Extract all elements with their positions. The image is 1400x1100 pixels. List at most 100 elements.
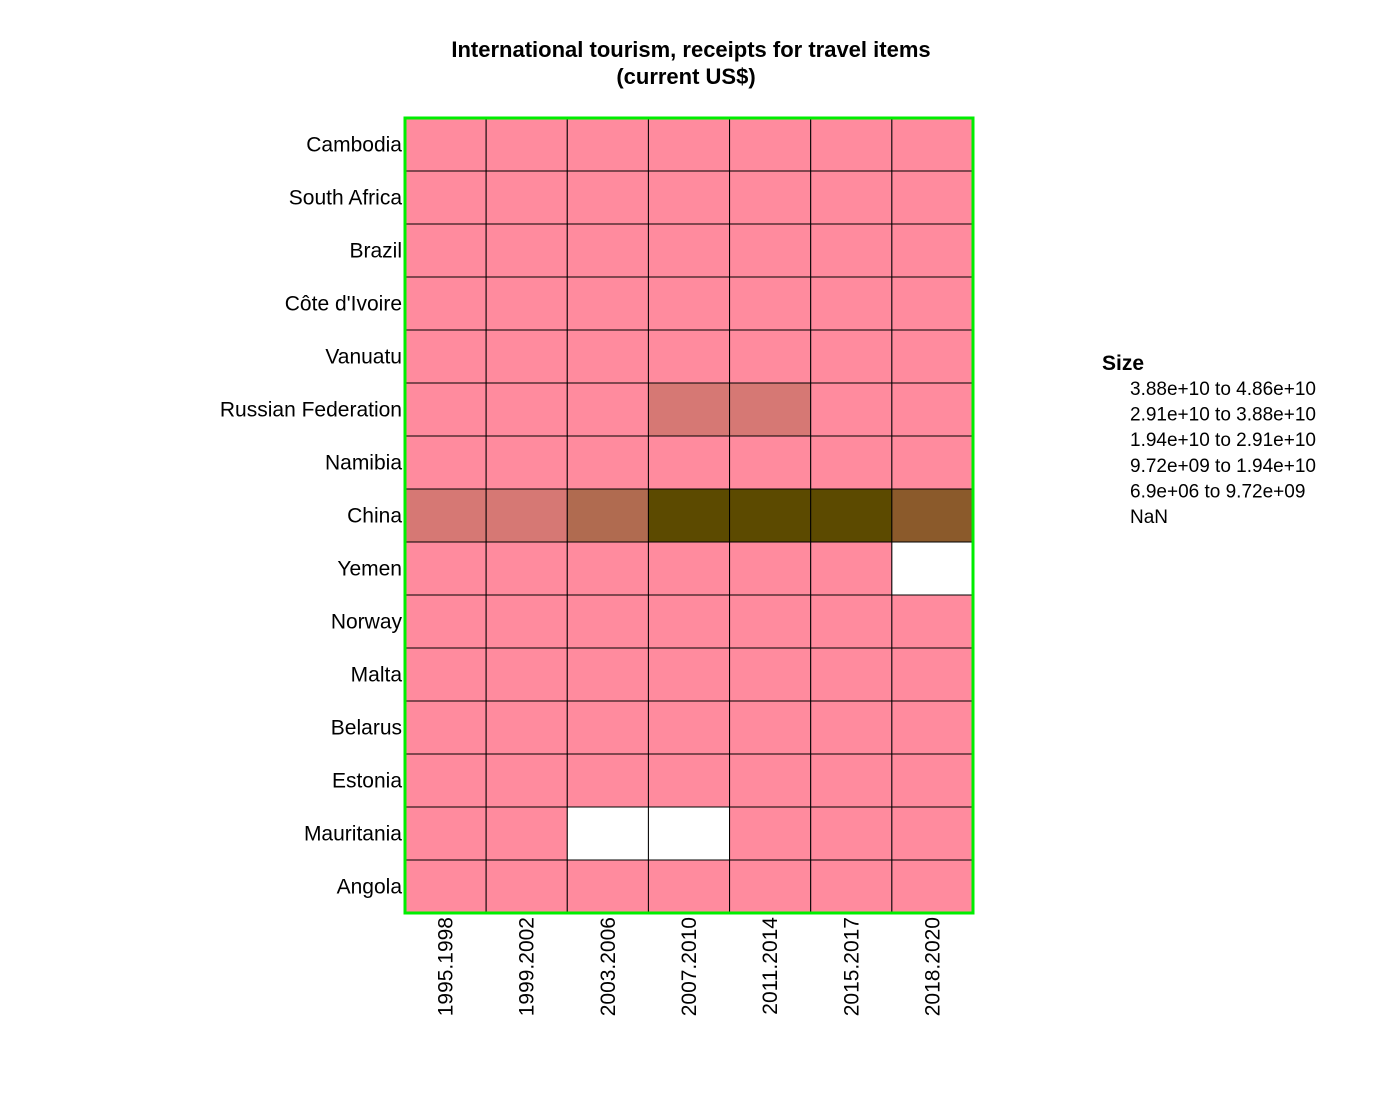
heatmap-cell	[404, 594, 487, 649]
legend-entry: 3.88e+10 to 4.86e+10	[1130, 379, 1316, 400]
legend-entry: 9.72e+09 to 1.94e+10	[1130, 456, 1316, 477]
heatmap-cell	[810, 223, 893, 278]
heatmap-cell	[810, 435, 893, 490]
column-label: 1999.2002	[516, 917, 539, 1016]
column-labels: 1995.1998 1999.2002 2003.2006 2007.2010 2011…	[435, 917, 945, 1017]
heatmap-cell	[810, 806, 893, 861]
heatmap-cell	[485, 859, 568, 914]
heatmap-cell	[485, 329, 568, 384]
heatmap-cell	[810, 753, 893, 808]
row-labels: Cambodia South Africa Brazil Côte d'Ivoire V…	[220, 134, 403, 899]
row-label: Norway	[331, 611, 403, 634]
heatmap-cell	[566, 117, 649, 172]
heatmap-cell	[891, 223, 974, 278]
heatmap-cell	[404, 435, 487, 490]
row-label: Mauritania	[304, 823, 402, 846]
heatmap-cell	[729, 117, 812, 172]
heatmap-cell	[729, 753, 812, 808]
row-label: Namibia	[325, 452, 402, 475]
heatmap-cell	[891, 117, 974, 172]
heatmap-cell	[729, 859, 812, 914]
legend-title: Size	[1102, 352, 1144, 375]
row-label: Russian Federation	[220, 399, 402, 422]
heatmap-cell	[810, 170, 893, 225]
legend-entry: 6.9e+06 to 9.72e+09	[1130, 481, 1305, 502]
row-label: Estonia	[332, 770, 402, 793]
heatmap-cell	[566, 276, 649, 331]
heatmap-cell	[404, 223, 487, 278]
heatmap-cell	[404, 541, 487, 596]
heatmap-cells	[404, 117, 974, 914]
heatmap-cell	[891, 647, 974, 702]
heatmap-cell	[485, 753, 568, 808]
heatmap-cell	[891, 541, 974, 596]
heatmap-cell	[647, 435, 731, 490]
heatmap-cell	[810, 488, 893, 543]
heatmap-cell	[891, 329, 974, 384]
heatmap-cell	[566, 859, 649, 914]
heatmap-cell	[566, 170, 649, 225]
heatmap-cell	[647, 806, 731, 861]
row-label: Belarus	[331, 717, 402, 740]
heatmap-cell	[729, 806, 812, 861]
heatmap-cell	[891, 806, 974, 861]
heatmap-cell	[404, 700, 487, 755]
heatmap-cell	[810, 700, 893, 755]
heatmap-cell	[647, 647, 731, 702]
heatmap-cell	[404, 117, 487, 172]
legend-entry: 1.94e+10 to 2.91e+10	[1130, 430, 1316, 451]
chart-title: International tourism, receipts for trav…	[451, 37, 930, 62]
heatmap-cell	[566, 488, 649, 543]
heatmap-cell	[566, 700, 649, 755]
heatmap-cell	[566, 223, 649, 278]
heatmap-cell	[810, 276, 893, 331]
heatmap-cell	[485, 594, 568, 649]
row-label: China	[347, 505, 402, 528]
heatmap-cell	[566, 594, 649, 649]
heatmap-cell	[566, 329, 649, 384]
heatmap-cell	[647, 594, 731, 649]
heatmap-cell	[891, 859, 974, 914]
row-label: Vanuatu	[325, 346, 402, 369]
heatmap-cell	[810, 647, 893, 702]
column-label: 2011.2014	[759, 917, 782, 1015]
heatmap-cell	[647, 117, 731, 172]
legend: Size 3.88e+10 to 4.86e+10 2.91e+10 to 3.8…	[1102, 352, 1316, 528]
heatmap-cell	[404, 859, 487, 914]
heatmap-cell	[404, 329, 487, 384]
heatmap-cell	[404, 647, 487, 702]
row-label: Malta	[351, 664, 403, 687]
heatmap-cell	[810, 117, 893, 172]
row-label: South Africa	[289, 187, 403, 210]
heatmap-cell	[729, 647, 812, 702]
heatmap-cell	[891, 594, 974, 649]
row-label: Angola	[337, 876, 403, 899]
heatmap-cell	[566, 541, 649, 596]
heatmap-cell	[647, 170, 731, 225]
heatmap-cell	[485, 382, 568, 437]
heatmap-cell	[891, 382, 974, 437]
heatmap-cell	[485, 700, 568, 755]
heatmap-cell	[485, 541, 568, 596]
row-label: Cambodia	[306, 134, 402, 157]
heatmap-cell	[729, 700, 812, 755]
heatmap-cell	[485, 488, 568, 543]
heatmap-cell	[891, 753, 974, 808]
heatmap-cell	[647, 223, 731, 278]
heatmap-cell	[647, 541, 731, 596]
heatmap-cell	[404, 753, 487, 808]
heatmap-cell	[485, 806, 568, 861]
heatmap-cell	[485, 223, 568, 278]
plot-frame	[403, 116, 975, 915]
row-label: Côte d'Ivoire	[285, 293, 402, 316]
heatmap-cell	[485, 647, 568, 702]
heatmap-cell	[485, 276, 568, 331]
heatmap-cell	[810, 329, 893, 384]
legend-entry: 2.91e+10 to 3.88e+10	[1130, 405, 1316, 426]
heatmap-cell	[404, 170, 487, 225]
heatmap-cell	[891, 276, 974, 331]
heatmap-cell	[729, 541, 812, 596]
heatmap-cell	[891, 170, 974, 225]
column-label: 2007.2010	[678, 917, 701, 1016]
